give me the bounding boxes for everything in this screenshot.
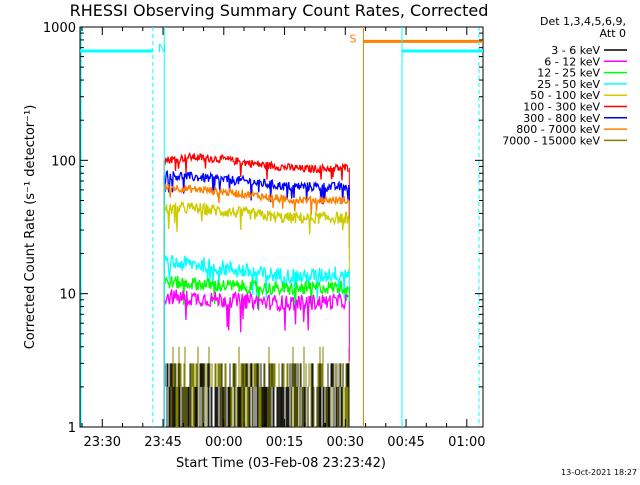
series-50-100kev-line <box>163 200 350 235</box>
x-axis: 23:30 23:45 00:00 00:15 00:30 00:45 01:00 <box>81 27 486 450</box>
x-tick-label: 00:15 <box>266 435 303 450</box>
x-tick-label: 00:45 <box>387 435 424 450</box>
flag-label-n: N <box>158 42 166 55</box>
x-tick-label: 23:30 <box>84 435 121 450</box>
legend-header-attenuator: Att 0 <box>600 27 626 40</box>
flag-markers: NS <box>80 27 483 427</box>
y-tick-label: 1000 <box>43 21 76 36</box>
legend-header-detectors: Det 1,3,4,5,6,9, <box>540 15 626 28</box>
series-300-800kev-line <box>163 170 350 205</box>
low-energy-counts <box>163 346 350 427</box>
series-12-25kev-line <box>164 275 349 311</box>
y-tick-label: 10 <box>59 288 76 303</box>
chart-title: RHESSI Observing Summary Count Rates, Co… <box>70 1 489 20</box>
x-tick-label: 00:30 <box>327 435 364 450</box>
legend-label: 25 - 50 keV <box>537 78 600 91</box>
legend-label: 50 - 100 keV <box>530 89 600 102</box>
series-800-7000kev-line <box>163 183 349 216</box>
footer-date: 13-Oct-2021 18:27 <box>561 468 637 477</box>
y-axis: 1 10 100 1000 <box>43 21 483 436</box>
y-axis-label: Corrected Count Rate (s⁻¹ detector⁻¹) <box>23 105 38 350</box>
legend-label: 12 - 25 keV <box>537 67 600 80</box>
y-tick-label: 100 <box>51 154 76 169</box>
x-tick-label: 23:45 <box>144 435 181 450</box>
legend-label: 6 - 12 keV <box>544 55 600 68</box>
series-100-300kev-line <box>164 151 349 181</box>
flag-label-s: S <box>350 32 357 45</box>
y-tick-label: 1 <box>68 421 76 436</box>
x-tick-label: 00:00 <box>205 435 242 450</box>
legend-label: 800 - 7000 keV <box>516 123 600 136</box>
series-3-6-kev <box>164 363 350 427</box>
legend-label: 7000 - 15000 keV <box>502 134 600 147</box>
x-axis-label: Start Time (03-Feb-08 23:23:42) <box>176 456 386 471</box>
legend-label: 300 - 800 keV <box>523 112 600 125</box>
x-tick-label: 01:00 <box>448 435 485 450</box>
legend-label: 3 - 6 keV <box>551 44 600 57</box>
legend-label: 100 - 300 keV <box>523 101 600 114</box>
series-6-12kev-line <box>164 287 349 333</box>
